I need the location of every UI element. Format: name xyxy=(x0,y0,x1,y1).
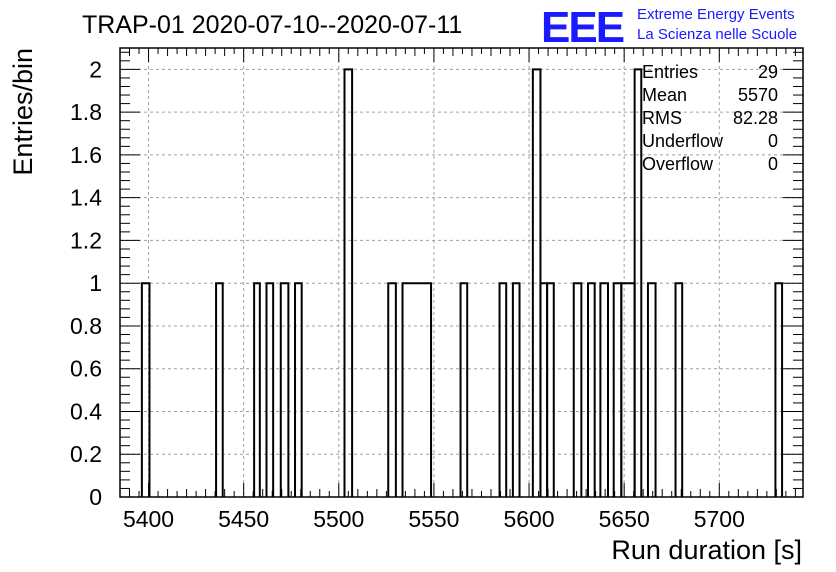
histogram-steps xyxy=(140,68,784,497)
histogram-bin xyxy=(265,282,275,497)
histogram-bin xyxy=(633,68,643,497)
histogram-bin xyxy=(215,282,224,497)
y-tick-label: 0.2 xyxy=(70,441,102,467)
x-tick-label: 5550 xyxy=(408,506,459,532)
y-tick-label: 1.4 xyxy=(70,185,102,211)
histogram-bin xyxy=(546,282,555,497)
x-tick-label: 5450 xyxy=(218,506,269,532)
x-tick-label: 5600 xyxy=(503,506,554,532)
y-tick-label: 0 xyxy=(89,484,102,510)
x-axis-title: Run duration [s] xyxy=(611,535,802,565)
x-tick-label: 5500 xyxy=(313,506,364,532)
eee-logo: EEE Extreme Energy Events La Scienza nel… xyxy=(541,3,797,52)
logo-line-1: Extreme Energy Events xyxy=(637,6,795,23)
histogram-bin xyxy=(587,282,596,497)
stats-label: Mean xyxy=(642,85,687,105)
y-tick-label: 1 xyxy=(89,270,102,296)
eee-logo-mark: EEE xyxy=(541,3,624,52)
plot-frame xyxy=(119,47,804,498)
stats-label: Underflow xyxy=(642,131,724,151)
y-tick-label: 0.6 xyxy=(70,356,102,382)
histogram-bin xyxy=(612,282,623,497)
histogram-bin xyxy=(140,282,151,497)
stats-value: 0 xyxy=(768,131,778,151)
histogram-bin xyxy=(253,282,261,497)
histogram-bin xyxy=(387,282,397,497)
x-tick-label: 5700 xyxy=(694,506,745,532)
y-tick-label: 1.6 xyxy=(70,142,102,168)
histogram-bin xyxy=(511,282,521,497)
histogram-bin xyxy=(294,282,303,497)
histogram-bin xyxy=(674,282,684,497)
y-axis-title: Entries/bin xyxy=(8,48,38,176)
histogram-bin xyxy=(620,282,636,497)
x-tick-label: 5650 xyxy=(599,506,650,532)
histogram-bin xyxy=(498,282,508,497)
y-tick-label: 1.8 xyxy=(70,99,102,125)
histogram-bin xyxy=(774,282,784,497)
x-tick-label: 5400 xyxy=(123,506,174,532)
histogram-bin xyxy=(599,282,609,497)
grid-lines xyxy=(120,48,803,497)
stats-label: Entries xyxy=(642,62,698,82)
y-tick-labels: 0 0.2 0.4 0.6 0.8 1 1.2 1.4 1.6 1.8 2 xyxy=(70,56,102,510)
histogram-bin xyxy=(572,282,583,497)
y-tick-label: 2 xyxy=(89,56,102,82)
stats-label: Overflow xyxy=(642,154,714,174)
histogram-bin xyxy=(646,282,657,497)
histogram-bin xyxy=(279,282,290,497)
histogram-bin xyxy=(459,282,469,497)
histogram-bin xyxy=(401,282,433,497)
x-tick-labels: 5400 5450 5500 5550 5600 5650 5700 xyxy=(123,506,745,532)
logo-line-2: La Scienza nelle Scuole xyxy=(637,26,797,43)
axis-ticks xyxy=(119,48,803,498)
histogram-bin xyxy=(343,68,354,497)
y-tick-label: 0.8 xyxy=(70,313,102,339)
chart-title: TRAP-01 2020-07-10--2020-07-11 xyxy=(82,11,462,39)
stats-box: Entries 29 Mean 5570 RMS 82.28 Underflow 0 Overf… xyxy=(642,62,778,174)
stats-value: 29 xyxy=(758,62,778,82)
stats-value: 82.28 xyxy=(733,108,778,128)
y-tick-label: 1.2 xyxy=(70,227,102,253)
stats-value: 0 xyxy=(768,154,778,174)
stats-value: 5570 xyxy=(738,85,778,105)
y-tick-label: 0.4 xyxy=(70,398,102,424)
stats-label: RMS xyxy=(642,108,682,128)
